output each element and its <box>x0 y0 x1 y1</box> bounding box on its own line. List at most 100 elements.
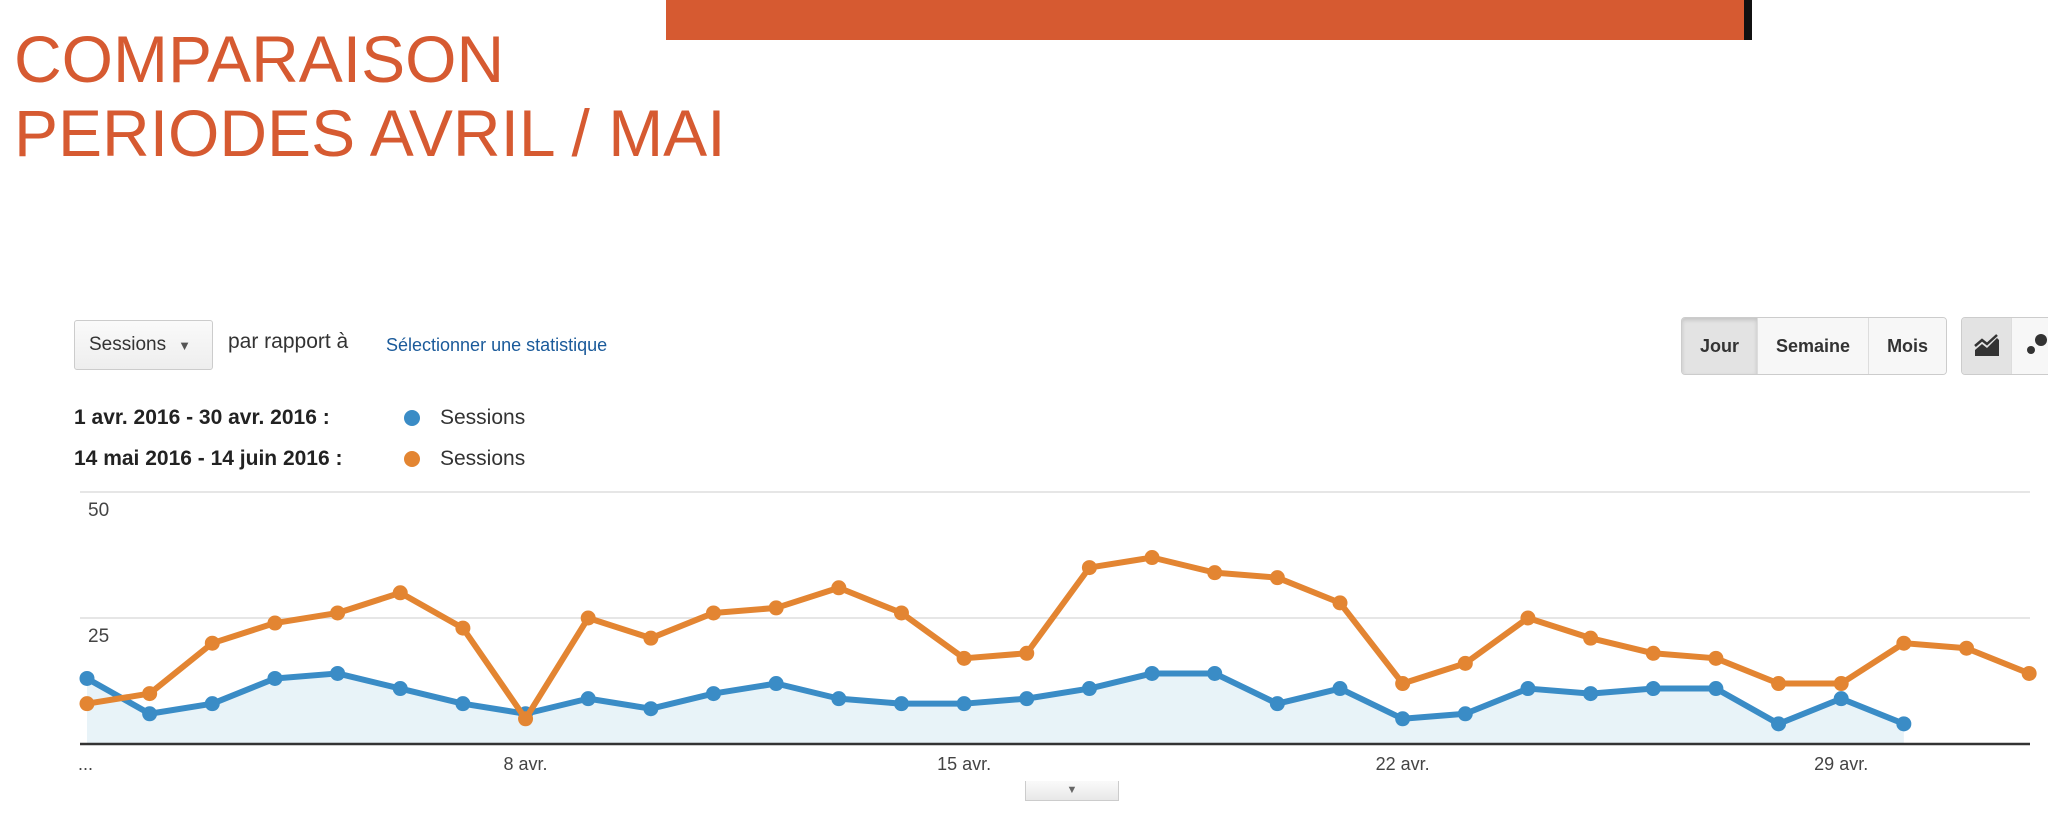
slide-title: COMPARAISON PERIODES AVRIL / MAI <box>14 22 726 170</box>
data-point <box>1019 691 1035 707</box>
data-point <box>1457 655 1473 671</box>
data-point <box>893 696 909 712</box>
data-point <box>1520 681 1536 697</box>
granularity-day-button[interactable]: Jour <box>1682 318 1758 374</box>
data-point <box>580 691 596 707</box>
chevron-down-icon: ▼ <box>1066 784 1078 796</box>
data-point <box>1833 676 1849 692</box>
data-point <box>204 696 220 712</box>
data-point <box>643 630 659 646</box>
data-point <box>580 610 596 626</box>
data-point <box>1645 681 1661 697</box>
data-point <box>1520 610 1536 626</box>
decorative-top-bar <box>666 0 1752 40</box>
x-tick-label: ... <box>78 754 93 774</box>
data-point <box>1332 595 1348 611</box>
data-point <box>2021 665 2037 681</box>
data-point <box>330 665 346 681</box>
data-point <box>330 605 346 621</box>
data-point <box>956 696 972 712</box>
title-line-1: COMPARAISON <box>14 22 505 96</box>
legend-dot-icon <box>404 410 420 426</box>
legend-label: Sessions <box>440 406 526 429</box>
data-point <box>768 600 784 616</box>
x-tick-label: 22 avr. <box>1376 754 1430 774</box>
granularity-month-button[interactable]: Mois <box>1868 318 1947 374</box>
data-point <box>1207 665 1223 681</box>
data-point <box>706 605 721 621</box>
data-point <box>1708 681 1724 697</box>
data-point <box>455 696 471 712</box>
legend-row-may: 14 mai 2016 - 14 juin 2016 : Sessions <box>74 447 525 471</box>
metric-dropdown[interactable]: Sessions ▼ <box>74 320 213 370</box>
legend-row-april: 1 avr. 2016 - 30 avr. 2016 : Sessions <box>74 406 525 430</box>
y-tick-label: 50 <box>88 500 109 521</box>
data-point <box>706 686 721 702</box>
motion-chart-button[interactable] <box>2012 318 2048 374</box>
granularity-toggle: Jour Semaine Mois <box>1681 317 1948 375</box>
data-point <box>1771 716 1787 732</box>
line-chart-button[interactable] <box>1962 318 2012 374</box>
data-point <box>1019 645 1035 661</box>
granularity-week-button[interactable]: Semaine <box>1757 318 1869 374</box>
data-point <box>204 635 220 651</box>
data-point <box>392 681 408 697</box>
series-area <box>87 673 1904 744</box>
data-point <box>1896 716 1912 732</box>
data-point <box>267 615 283 631</box>
compare-label: par rapport à <box>228 330 349 353</box>
data-point <box>1708 650 1724 666</box>
data-point <box>1771 676 1787 692</box>
data-point <box>1457 706 1473 722</box>
data-point <box>267 670 283 686</box>
data-point <box>1081 681 1097 697</box>
data-point <box>1144 665 1160 681</box>
data-point <box>455 620 471 636</box>
data-point <box>392 585 408 601</box>
title-line-2: PERIODES AVRIL / MAI <box>14 96 726 170</box>
data-point <box>956 650 972 666</box>
x-tick-label: 8 avr. <box>504 754 548 774</box>
data-point <box>768 676 784 692</box>
collapse-chart-button[interactable]: ▼ <box>1025 781 1119 801</box>
data-point <box>1395 711 1411 727</box>
x-tick-label: 15 avr. <box>937 754 991 774</box>
data-point <box>1583 630 1599 646</box>
data-point <box>831 691 847 707</box>
legend-range: 1 avr. 2016 - 30 avr. 2016 : <box>74 406 330 429</box>
motion-chart-icon <box>2026 334 2047 354</box>
data-point <box>518 711 534 727</box>
data-point <box>79 670 95 686</box>
series-line-0 <box>85 670 1905 727</box>
data-point <box>142 706 158 722</box>
data-point <box>1959 640 1974 656</box>
data-point <box>79 696 95 712</box>
y-tick-label: 25 <box>88 626 109 647</box>
data-point <box>831 580 847 596</box>
data-point <box>1269 696 1285 712</box>
x-tick-label: 29 avr. <box>1814 754 1868 774</box>
data-point <box>1645 645 1661 661</box>
chart-type-toggle <box>1961 317 2048 375</box>
data-point <box>1395 676 1411 692</box>
series-line-1 <box>86 554 2031 722</box>
data-point <box>1269 570 1285 586</box>
data-point <box>1896 635 1912 651</box>
data-point <box>1144 550 1160 566</box>
line-chart-icon <box>1973 334 1999 356</box>
data-point <box>142 686 158 702</box>
data-point <box>1583 686 1599 702</box>
data-point <box>1332 681 1348 697</box>
data-point <box>1081 560 1097 576</box>
sessions-line-chart: 50 25... 8 avr. 15 avr. 22 avr. 29 avr. <box>78 491 2037 774</box>
data-point <box>1833 691 1849 707</box>
data-point <box>643 701 659 717</box>
select-metric-link[interactable]: Sélectionner une statistique <box>386 335 608 355</box>
chevron-down-icon: ▼ <box>178 337 191 353</box>
legend-range: 14 mai 2016 - 14 juin 2016 : <box>74 447 343 470</box>
data-point <box>893 605 909 621</box>
data-point <box>1207 565 1223 581</box>
metric-dropdown-value: Sessions <box>89 334 167 355</box>
legend-label: Sessions <box>440 447 526 470</box>
legend-dot-icon <box>404 451 420 467</box>
